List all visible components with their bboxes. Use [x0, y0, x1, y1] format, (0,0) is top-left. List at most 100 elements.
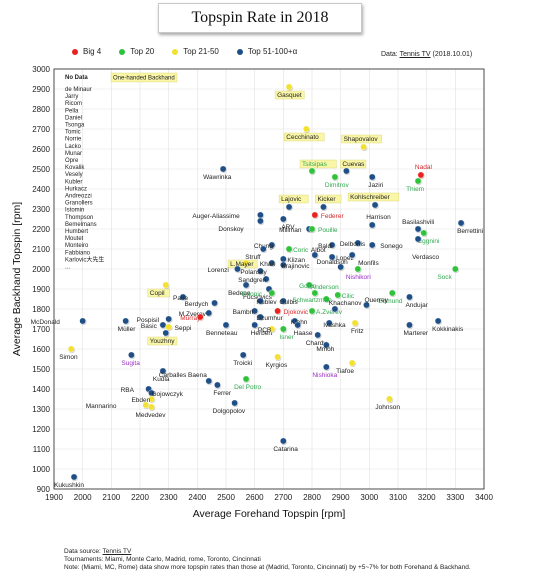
point-label: Kyrgios [266, 362, 288, 369]
footer-source-link[interactable]: Tennis TV [102, 548, 132, 555]
point-shapovalov [360, 143, 367, 151]
y-tick-label: 2600 [32, 145, 50, 154]
point-khan [268, 259, 276, 267]
legend-label-top21-50: Top 21-50 [183, 47, 219, 56]
y-tick-label: 1100 [33, 445, 51, 454]
point-label: Dolgopolov [213, 408, 246, 415]
plot-border [53, 68, 485, 490]
point-label: Paire [173, 295, 189, 302]
point-goffin [305, 281, 313, 289]
point-label: Bedene [228, 290, 251, 297]
point-label: Coric [293, 247, 309, 254]
no-data-player: Andreozzi [65, 194, 92, 200]
point-arv [280, 215, 287, 223]
one-handed-marker-box [284, 132, 325, 142]
point-andujar [406, 293, 413, 301]
y-tick-label: 2800 [32, 105, 50, 114]
point-label: Harrison [366, 214, 391, 221]
source-link[interactable]: Tennis TV [399, 51, 431, 58]
point-harrison [368, 221, 376, 229]
legend-swatch-top51 [236, 48, 243, 55]
point-label: McDonald [31, 319, 61, 326]
point-klizan [280, 255, 287, 263]
point-label: Kokkinakis [432, 326, 464, 333]
no-data-player: Monteiro [65, 243, 89, 249]
no-data-player: Vesely [65, 172, 83, 178]
one-handed-marker-box [274, 90, 305, 100]
no-data-player: Norrie [65, 137, 82, 143]
point-kukushkin [70, 473, 78, 481]
point-baldi [328, 241, 336, 249]
x-tick-label: 3400 [475, 493, 493, 502]
point-basic [159, 321, 167, 329]
legend-swatch-top20 [119, 48, 126, 55]
y-tick-label: 1700 [32, 325, 50, 334]
point-label: Donskoy [218, 226, 244, 233]
point-label: Fucsovics [243, 294, 273, 301]
point-label: Murray [180, 315, 201, 322]
no-data-player: Granollers [65, 201, 93, 207]
point-verdasco [414, 235, 422, 243]
legend-label-top20: Top 20 [130, 47, 155, 56]
y-tick-label: 1000 [32, 465, 50, 474]
no-data-player: Bemelmans [65, 222, 97, 228]
point-paire [179, 293, 187, 301]
point-label: Kicker [317, 196, 336, 203]
point-kyrgios [274, 353, 281, 361]
no-data-player: Hurkacz [65, 186, 87, 192]
point-label: Gasquet [277, 92, 302, 99]
footer-source-prefix: Data source: [64, 548, 103, 555]
point-label: Nadal [415, 164, 433, 171]
point-medvedev [148, 403, 155, 411]
point-troicki [239, 351, 247, 359]
point-eggnini [420, 229, 428, 237]
point-label: Sonego [380, 243, 403, 250]
point-label: Berrettini [457, 228, 483, 235]
point-catarina [280, 437, 287, 445]
point-label: Medvedev [135, 412, 166, 419]
one-handed-marker-box [347, 192, 400, 202]
point-label: Verdasco [412, 254, 439, 261]
point-marterer [406, 321, 413, 329]
one-handed-marker-box [315, 194, 342, 204]
point-khachanov [331, 305, 339, 313]
x-tick-label: 2500 [217, 493, 235, 502]
point-polansky [257, 267, 264, 275]
point-label: Berdych [185, 301, 209, 308]
point-label: Nishioka [312, 372, 337, 379]
point-isner [280, 325, 287, 333]
point-donaldson [337, 263, 344, 271]
point-copil [162, 281, 170, 289]
point-label: Dimitrov [325, 182, 350, 189]
point-label: Herbert [251, 330, 273, 337]
point-label: Krajinovic [281, 263, 310, 270]
point-label: Querrey [364, 297, 388, 304]
x-tick-label: 2600 [246, 493, 264, 502]
point-label: Troicki [233, 360, 252, 367]
point-label: Thiem [406, 186, 424, 193]
y-tick-label: 900 [37, 485, 51, 494]
point-label: Tsitsipas [302, 161, 328, 168]
y-tick-label: 1600 [32, 345, 50, 354]
point-label: Pouille [318, 227, 338, 234]
point-nadal [417, 171, 425, 179]
point-label: Ivashka [323, 322, 346, 329]
point-label: Lorenzi [207, 267, 228, 274]
y-tick-label: 2100 [32, 245, 50, 254]
point-label: Donaldson [317, 259, 348, 266]
point-label: Catarina [273, 446, 298, 453]
point-label: Edmund [378, 298, 403, 305]
point-label: Federer [321, 213, 345, 220]
point-label: Klizan [287, 257, 305, 264]
point-johnson [386, 395, 393, 403]
no-data-player: Kovalik [65, 165, 85, 171]
y-tick-label: 1300 [32, 405, 50, 414]
point-dzumhur [257, 313, 264, 321]
point-sandgren [262, 275, 270, 283]
point-ferrer [214, 381, 221, 389]
point-youzhny [162, 329, 170, 337]
point-label: Seppi [175, 325, 192, 332]
x-tick-label: 2200 [131, 493, 149, 502]
point-label: Millman [279, 227, 302, 234]
no-data-player: Ricom [65, 101, 82, 107]
